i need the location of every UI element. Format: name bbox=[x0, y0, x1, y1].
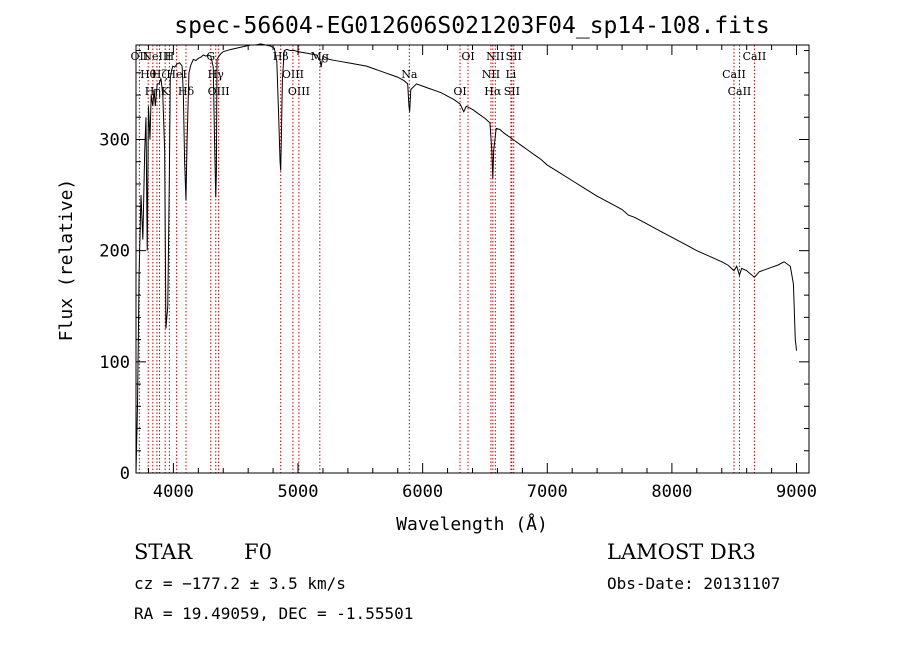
y-tick-label: 300 bbox=[99, 130, 130, 150]
y-axis-label: Flux (relative) bbox=[56, 179, 77, 342]
coordinates: RA = 19.49059, DEC = -1.55501 bbox=[134, 604, 414, 623]
object-class: STAR bbox=[134, 540, 193, 564]
spectral-line-label: Hη bbox=[145, 85, 161, 98]
spectral-line-label: OIII bbox=[208, 85, 230, 98]
spectral-line-label: HeI bbox=[166, 68, 186, 81]
spectral-line-label: OII bbox=[131, 50, 149, 63]
object-subclass: F0 bbox=[244, 540, 272, 564]
spectral-line-label: Hζ bbox=[152, 68, 168, 81]
spectral-line-label: OIII bbox=[288, 85, 310, 98]
x-tick-label: 9000 bbox=[776, 482, 817, 502]
x-tick-label: 4000 bbox=[153, 482, 194, 502]
x-axis-label: Wavelength (Å) bbox=[396, 513, 548, 535]
x-tick-label: 5000 bbox=[278, 482, 319, 502]
x-tick-label: 8000 bbox=[651, 482, 692, 502]
redshift-text: cz = −177.2 ± 3.5 km/s bbox=[134, 574, 346, 593]
y-tick-label: 200 bbox=[99, 242, 130, 262]
spectral-line-label: K bbox=[161, 85, 170, 98]
spectral-line-label: OIII bbox=[282, 68, 304, 81]
axis-ticks-layer: 4000 5000 6000 7000 8000 9000 0 100 200 300 bbox=[99, 45, 817, 502]
spectral-lines-layer bbox=[138, 45, 755, 473]
x-tick-label: 6000 bbox=[402, 482, 443, 502]
spectral-line-label: CaII bbox=[743, 50, 767, 63]
spectral-line-label: Hθ bbox=[140, 68, 157, 81]
spectral-line-label: Li bbox=[505, 68, 516, 81]
spectral-line-label: Hα bbox=[484, 85, 502, 98]
spectral-line-label: Hδ bbox=[178, 85, 195, 98]
chart-title: spec-56604-EG012606S021203F04_sp14-108.f… bbox=[174, 13, 769, 39]
spectral-line-label: H bbox=[165, 50, 175, 63]
spectral-line-label: SII bbox=[504, 85, 520, 98]
spectral-line-label: NII bbox=[482, 68, 500, 81]
spectral-line-label: CaII bbox=[728, 85, 752, 98]
spectral-line-label: OI bbox=[453, 85, 466, 98]
spectral-line-label: OI bbox=[461, 50, 474, 63]
survey-name: LAMOST DR3 bbox=[607, 540, 756, 564]
spectrum-series-line bbox=[135, 43, 798, 474]
spectral-line-label: NII bbox=[486, 50, 504, 63]
spectral-line-label: Na bbox=[401, 68, 418, 81]
spectral-line-label: Mg bbox=[311, 50, 329, 63]
spectral-line-label: SII bbox=[506, 50, 522, 63]
spectral-line-label: NeIII bbox=[142, 50, 171, 63]
spectral-line-label: CaII bbox=[722, 68, 746, 81]
spectral-line-label: Hγ bbox=[208, 68, 225, 81]
y-tick-label: 0 bbox=[120, 464, 130, 484]
obs-date: Obs-Date: 20131107 bbox=[607, 574, 781, 593]
x-tick-label: 7000 bbox=[527, 482, 568, 502]
y-tick-label: 100 bbox=[99, 353, 130, 373]
spectral-labels-layer: OIIHθHηNeIIIHζKHHeIHδGHγOIIIHβOIIIOIIIMg… bbox=[131, 50, 767, 98]
